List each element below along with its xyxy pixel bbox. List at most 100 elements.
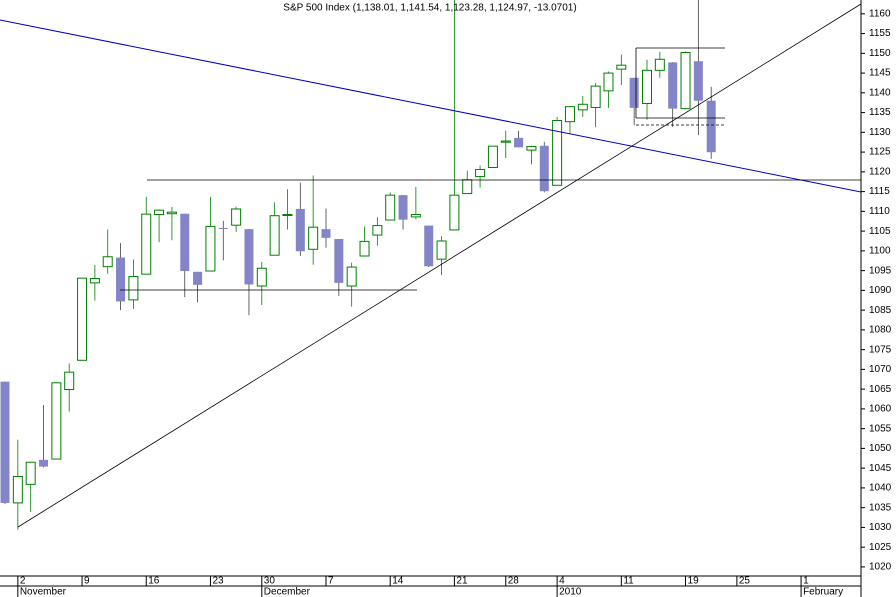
candle-body-down — [693, 61, 703, 101]
candle-body-up — [51, 382, 62, 460]
candle-body-down — [514, 137, 524, 148]
y-tick-label: 1080 — [869, 325, 892, 336]
y-tick-label: 1130 — [869, 127, 891, 138]
candle-body-down — [218, 227, 228, 229]
x-tick-label: 7 — [328, 576, 334, 587]
candle-body-up — [642, 69, 652, 105]
x-tick-label: 4 — [559, 576, 565, 587]
y-tick-label: 1150 — [869, 48, 891, 59]
y-tick-label: 1115 — [869, 186, 890, 197]
candle-body-up — [385, 194, 396, 221]
candle-body-down — [398, 195, 408, 220]
y-tick-label: 1075 — [869, 344, 892, 355]
candle-body-down — [295, 208, 305, 252]
y-tick-label: 1135 — [869, 107, 891, 118]
candle-body-up — [552, 119, 563, 186]
candle-body-down — [424, 225, 434, 267]
candle-body-up — [166, 211, 177, 215]
candle-body-up — [154, 209, 165, 216]
candle-body-up — [141, 213, 152, 275]
candle-body-up — [616, 64, 627, 70]
candle-body-down — [244, 229, 254, 285]
y-tick-label: 1160 — [869, 8, 891, 19]
candle-body-up — [231, 208, 242, 226]
y-tick-label: 1105 — [869, 226, 891, 237]
candle-body-up — [603, 72, 614, 92]
candle-body-down — [668, 62, 678, 109]
trend-line — [17, 3, 861, 528]
candle-body-up — [500, 140, 511, 143]
candle-body-up — [372, 225, 383, 236]
x-tick-label: 30 — [264, 576, 276, 587]
y-tick-label: 1025 — [869, 542, 892, 553]
y-tick-label: 1090 — [869, 285, 892, 296]
candle-body-up — [308, 226, 319, 250]
candle-body-up — [526, 146, 537, 151]
x-tick-label: 21 — [456, 576, 468, 587]
y-tick-label: 1140 — [869, 87, 891, 98]
candle-body-down — [0, 381, 10, 503]
candle-body-up — [102, 256, 113, 268]
candle-body-down — [629, 77, 639, 108]
candle-body-down — [116, 257, 126, 302]
month-label: February — [803, 587, 843, 597]
x-tick-label: 19 — [688, 576, 700, 587]
y-tick-label: 1145 — [869, 68, 891, 79]
y-tick-label: 1155 — [869, 28, 891, 39]
candle-body-up — [577, 103, 588, 111]
candle-body-up — [89, 278, 100, 284]
y-tick-label: 1060 — [869, 404, 892, 415]
candle-body-up — [590, 85, 601, 108]
candle-body-up — [205, 225, 216, 272]
candle-body-up — [128, 276, 139, 301]
candle-body-up — [256, 267, 267, 287]
candle-body-up — [680, 52, 691, 110]
x-tick-label: 16 — [148, 576, 160, 587]
candle-body-down — [706, 100, 716, 153]
x-tick-label: 23 — [212, 576, 224, 587]
chart-title: S&P 500 Index (1,138.01, 1,141.54, 1,123… — [283, 3, 576, 14]
x-tick-label: 14 — [392, 576, 404, 587]
y-tick-label: 1110 — [869, 206, 890, 217]
candle-body-up — [282, 214, 293, 217]
candle-body-up — [475, 168, 486, 178]
y-tick-label: 1095 — [869, 265, 892, 276]
y-tick-label: 1070 — [869, 364, 892, 375]
month-label: December — [264, 587, 311, 597]
y-tick-label: 1035 — [869, 502, 892, 513]
candle-body-up — [12, 475, 23, 504]
candle-body-up — [64, 371, 75, 391]
y-tick-label: 1120 — [869, 166, 891, 177]
candle-body-up — [269, 215, 280, 256]
y-tick-label: 1085 — [869, 305, 892, 316]
candle-body-up — [77, 277, 88, 361]
y-tick-label: 1030 — [869, 522, 892, 533]
x-tick-label: 28 — [508, 576, 520, 587]
candle-body-down — [334, 239, 344, 283]
candle-body-up — [487, 145, 498, 169]
y-tick-label: 1040 — [869, 483, 892, 494]
plot-area — [0, 0, 716, 530]
candle-body-down — [321, 229, 331, 238]
y-tick-label: 1050 — [869, 443, 892, 454]
annotations — [0, 3, 861, 528]
candle-body-down — [539, 145, 549, 192]
candle-body-down — [39, 459, 49, 467]
x-tick-label: 1 — [803, 576, 809, 587]
month-label: November — [20, 587, 67, 597]
y-tick-label: 1020 — [869, 562, 892, 573]
candle-body-up — [410, 214, 421, 218]
x-tick-label: 9 — [84, 576, 90, 587]
x-tick-label: 2 — [20, 576, 26, 587]
candle-body-up — [359, 240, 370, 257]
candle-body-down — [193, 271, 203, 285]
y-tick-label: 1125 — [869, 147, 891, 158]
candle-body-up — [346, 266, 357, 287]
month-label: 2010 — [559, 587, 582, 597]
candle-body-up — [462, 179, 473, 195]
x-tick-label: 25 — [739, 576, 751, 587]
x-tick-label: 11 — [623, 576, 634, 587]
